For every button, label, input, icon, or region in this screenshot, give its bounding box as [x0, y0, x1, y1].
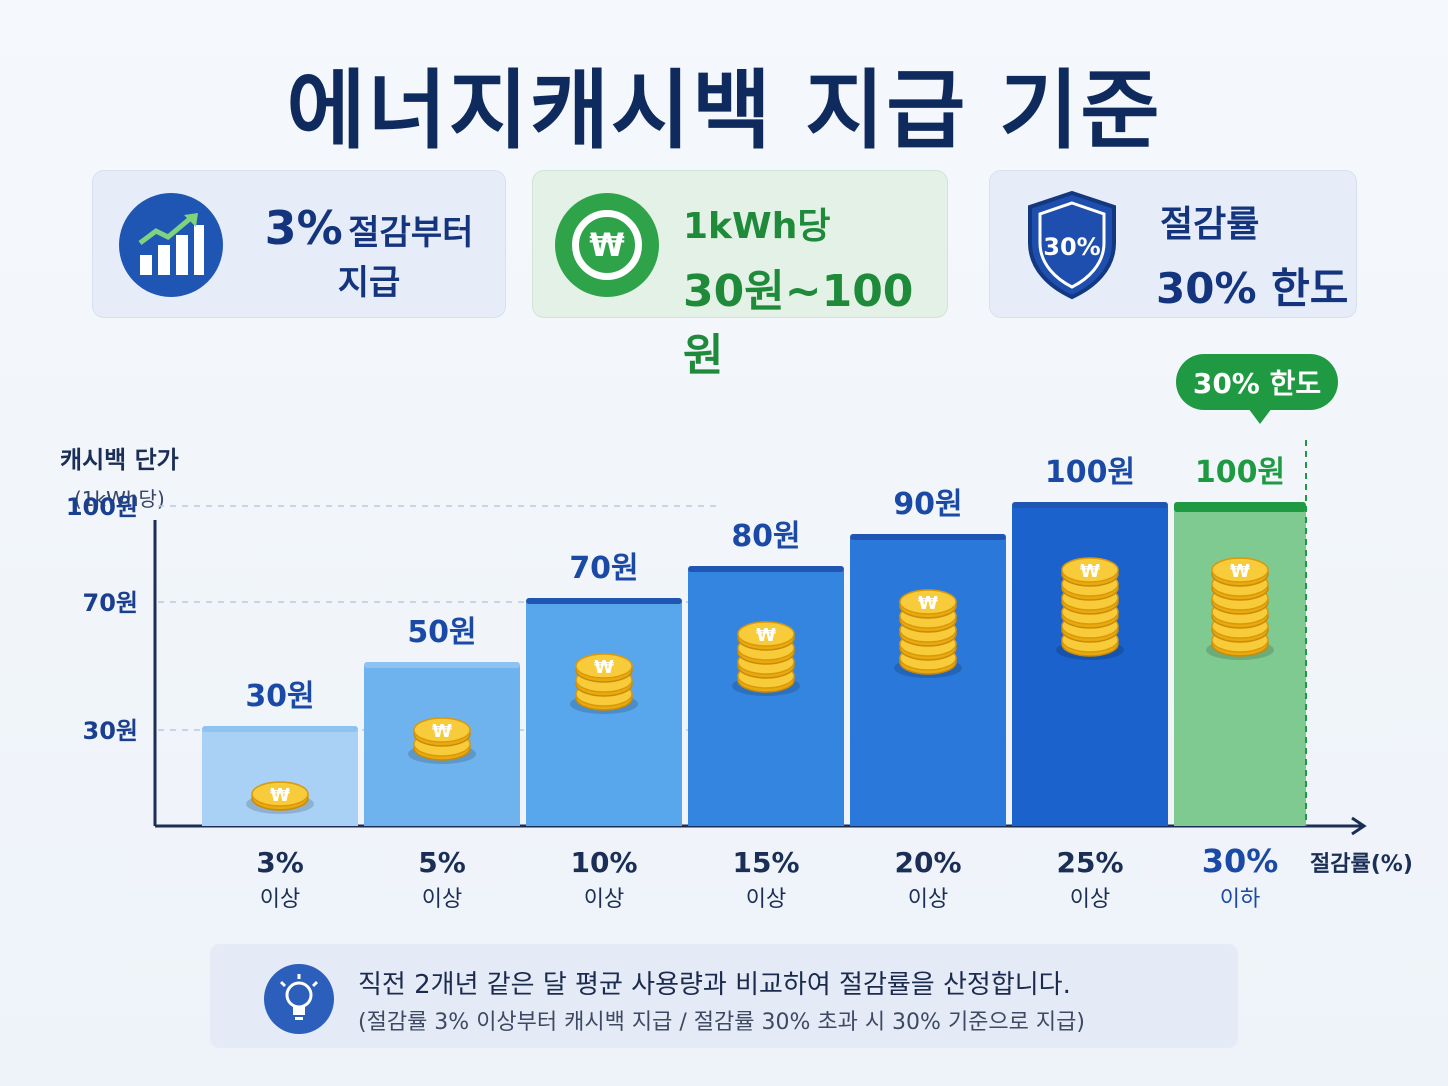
card-limit-text: 절감률 30% 한도 — [1156, 195, 1348, 316]
card-start-text: 3% 절감부터 지급 — [249, 201, 489, 304]
page-title: 에너지캐시백 지급 기준 — [286, 61, 1162, 161]
x-tick-sublabel: 이상 — [260, 887, 300, 912]
won-icon: ₩ — [594, 657, 614, 678]
card-limit-line2: 30% 한도 — [1156, 264, 1349, 313]
coin — [1061, 557, 1119, 583]
shield-text: 30% — [1043, 233, 1100, 261]
x-tick-label: 25% — [1056, 846, 1123, 879]
bar-top-cap — [688, 566, 844, 572]
coin — [251, 781, 309, 807]
x-tick-sublabel: 이하 — [1220, 887, 1260, 912]
limit-bubble: 30% 한도 — [1176, 354, 1338, 424]
x-tick-sublabel: 이상 — [746, 887, 786, 912]
value-label: 100원 — [1045, 455, 1135, 490]
won-icon: ₩ — [432, 721, 452, 742]
x-tick-label: 3% — [256, 846, 304, 879]
y-axis-label: 캐시백 단가 (1kWh당) — [60, 440, 179, 512]
x-tick-sublabel: 이상 — [422, 887, 462, 912]
bar-top-cap — [1174, 502, 1306, 512]
card-start-line2: 지급 — [337, 263, 401, 303]
note-line1: 직전 2개년 같은 달 평균 사용량과 비교하여 절감률을 산정합니다. — [358, 970, 1071, 1000]
value-label: 50원 — [407, 615, 476, 650]
y-axis-title: 캐시백 단가 — [60, 446, 179, 474]
x-tick-label: 20% — [894, 846, 961, 879]
shield-icon: 30% — [1028, 190, 1116, 300]
y-tick-label: 30원 — [83, 717, 138, 745]
won-coin-icon: ₩ — [555, 193, 659, 297]
value-label: 80원 — [731, 519, 800, 554]
x-axis-unit: 절감률(%) — [1310, 852, 1413, 877]
y-tick-label: 70원 — [83, 589, 138, 617]
coin — [413, 717, 471, 743]
card-start-percent: 3% — [264, 201, 343, 255]
coin — [1211, 557, 1269, 583]
x-tick-label: 10% — [570, 846, 637, 879]
x-tick-label: 30% — [1202, 842, 1279, 880]
info-note: 직전 2개년 같은 달 평균 사용량과 비교하여 절감률을 산정합니다. (절감… — [210, 944, 1238, 1048]
x-tick-sublabel: 이상 — [1070, 887, 1110, 912]
card-start-label: 절감부터 — [348, 213, 474, 253]
value-label: 70원 — [569, 551, 638, 586]
cashback-bar-chart: 30원 70원 100원 ₩30원 3% 이상 ₩50원 5% 이상 ₩70원 10% 이상 ₩80원 1… — [66, 440, 1367, 912]
growth-chart-icon — [119, 193, 223, 297]
note-line2: (절감률 3% 이상부터 캐시백 지급 / 절감률 30% 초과 시 30% 기… — [358, 1010, 1085, 1035]
won-icon: ₩ — [1080, 561, 1100, 582]
bar-top-cap — [850, 534, 1006, 540]
bar-top-cap — [364, 662, 520, 668]
value-label: 100원 — [1195, 455, 1285, 490]
bar — [526, 602, 682, 826]
coin — [575, 653, 633, 679]
bar-top-cap — [202, 726, 358, 732]
x-tick-sublabel: 이상 — [584, 887, 624, 912]
card-limit-line1: 절감률 — [1160, 204, 1260, 245]
bar — [688, 570, 844, 826]
info-card-start: 3% 절감부터 지급 — [92, 170, 506, 318]
card-rate-text: 1kWh당 30원~100원 — [683, 197, 947, 383]
y-tick-label: 100원 — [66, 493, 138, 521]
bar — [1012, 506, 1168, 826]
value-label: 30원 — [245, 679, 314, 714]
x-tick-label: 5% — [418, 846, 466, 879]
value-label: 90원 — [893, 487, 962, 522]
y-axis-subtitle: (1kWh당) — [74, 487, 165, 511]
card-rate-line2: 30원~100원 — [683, 266, 914, 381]
bar — [850, 538, 1006, 826]
info-card-limit: 30% 절감률 30% 한도 — [989, 170, 1357, 318]
bar-top-cap — [1012, 502, 1168, 508]
x-tick-label: 15% — [732, 846, 799, 879]
bar — [1174, 506, 1306, 826]
coin — [899, 589, 957, 615]
won-glyph: ₩ — [572, 210, 642, 280]
card-rate-line1: 1kWh당 — [683, 206, 831, 247]
lightbulb-icon — [264, 964, 334, 1034]
won-icon: ₩ — [1230, 561, 1250, 582]
x-axis-arrow — [1351, 816, 1367, 836]
coin — [737, 621, 795, 647]
won-icon: ₩ — [270, 785, 290, 806]
info-card-rate: ₩ 1kWh당 30원~100원 — [532, 170, 948, 381]
bar-top-cap — [526, 598, 682, 604]
won-icon: ₩ — [918, 593, 938, 614]
x-tick-sublabel: 이상 — [908, 887, 948, 912]
won-icon: ₩ — [756, 625, 776, 646]
